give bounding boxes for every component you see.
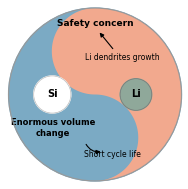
Circle shape xyxy=(9,8,181,181)
Text: Si: Si xyxy=(47,90,58,99)
Text: Short cycle life: Short cycle life xyxy=(84,150,141,160)
Text: Safety concern: Safety concern xyxy=(57,19,133,28)
Text: Li: Li xyxy=(131,90,141,99)
Circle shape xyxy=(34,76,71,113)
PathPatch shape xyxy=(52,8,181,181)
Text: Li dendrites growth: Li dendrites growth xyxy=(85,53,159,62)
Circle shape xyxy=(120,79,152,110)
Text: Enormous volume
change: Enormous volume change xyxy=(11,118,95,138)
